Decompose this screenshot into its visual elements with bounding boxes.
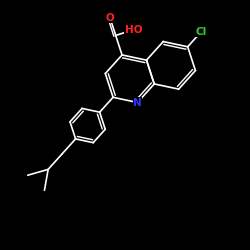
- Text: Cl: Cl: [196, 26, 207, 36]
- Text: N: N: [133, 98, 142, 108]
- Text: O: O: [106, 12, 114, 22]
- Text: HO: HO: [125, 25, 142, 35]
